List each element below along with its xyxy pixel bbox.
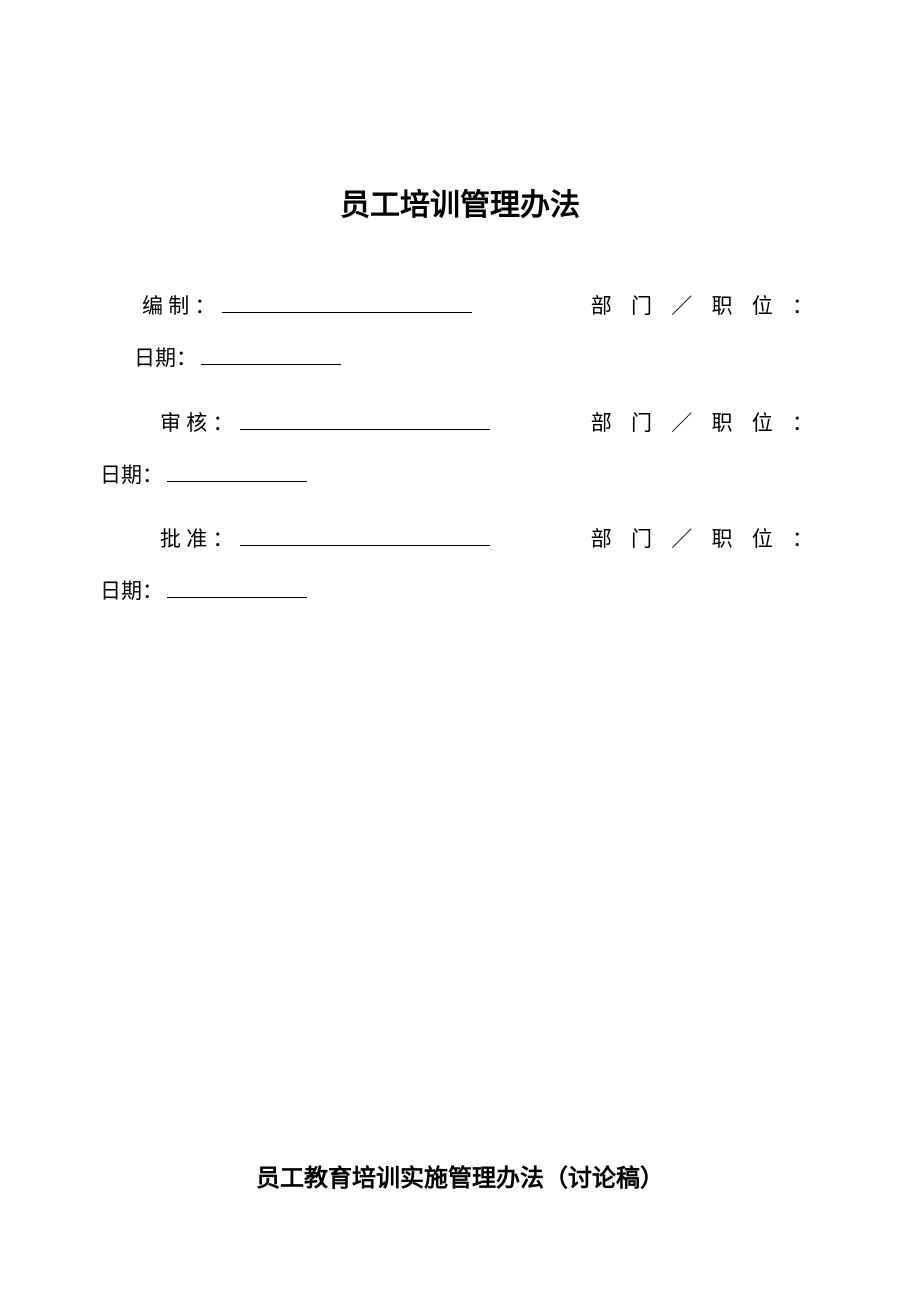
- signoff-row-compile: 编 制 ： 部 门 ／ 职 位 ：: [100, 282, 820, 330]
- compile-date-underline: [201, 344, 341, 365]
- approve-date-label: 日期：: [100, 567, 163, 615]
- review-date-label: 日期：: [100, 451, 163, 499]
- review-date-row: 日期：: [100, 451, 820, 499]
- review-dept-label: 部 门 ／ 职 位 ：: [591, 399, 820, 447]
- signoff-row-approve: 批 准 ： 部 门 ／ 职 位 ：: [100, 515, 820, 563]
- signoff-block: 编 制 ： 部 门 ／ 职 位 ： 日期： 审 核 ： 部 门 ／ 职 位 ： …: [100, 282, 820, 616]
- compile-dept-label: 部 门 ／ 职 位 ：: [591, 282, 820, 330]
- review-left-group: 审 核 ：: [160, 399, 496, 447]
- page-subtitle: 员工教育培训实施管理办法（讨论稿）: [0, 1158, 920, 1193]
- compile-label: 编 制 ：: [142, 282, 216, 330]
- approve-underline: [240, 525, 490, 546]
- approve-date-row: 日期：: [100, 567, 820, 615]
- approve-date-underline: [167, 577, 307, 598]
- compile-underline: [222, 292, 472, 313]
- compile-date-row: 日期：: [100, 334, 820, 382]
- compile-date-label: 日期：: [134, 334, 197, 382]
- approve-dept-label: 部 门 ／ 职 位 ：: [591, 515, 820, 563]
- approve-label: 批 准 ：: [160, 515, 234, 563]
- signoff-row-review: 审 核 ： 部 门 ／ 职 位 ：: [100, 399, 820, 447]
- approve-left-group: 批 准 ：: [160, 515, 496, 563]
- page-title: 员工培训管理办法: [100, 180, 820, 224]
- review-label: 审 核 ：: [160, 399, 234, 447]
- document-page: 员工培训管理办法 编 制 ： 部 门 ／ 职 位 ： 日期： 审 核 ： 部 门…: [0, 0, 920, 616]
- review-date-underline: [167, 461, 307, 482]
- review-underline: [240, 409, 490, 430]
- compile-left-group: 编 制 ：: [142, 282, 478, 330]
